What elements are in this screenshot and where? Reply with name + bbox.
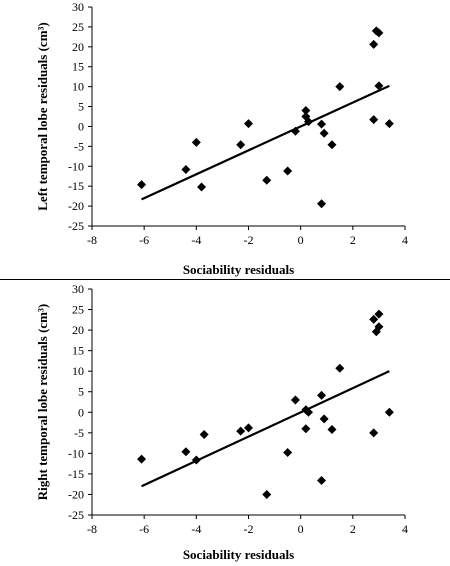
- data-point: [317, 119, 327, 129]
- data-point: [262, 489, 272, 499]
- x-tick-label: -8: [87, 522, 97, 536]
- y-tick-label: -10: [68, 446, 84, 460]
- data-point: [137, 180, 147, 190]
- y-tick-label: 10: [72, 80, 84, 94]
- data-point: [181, 447, 191, 457]
- y-tick-label: 5: [78, 100, 84, 114]
- y-tick-label: 0: [78, 119, 84, 133]
- data-point: [319, 414, 329, 424]
- x-tick-label: -6: [139, 522, 149, 536]
- x-tick-label: 0: [298, 233, 304, 247]
- data-point: [236, 426, 246, 436]
- data-point: [384, 407, 394, 417]
- data-point: [283, 166, 293, 176]
- data-point: [197, 182, 207, 192]
- x-tick-label: 2: [350, 233, 356, 247]
- x-tick-label: 2: [350, 522, 356, 536]
- y-tick-label: -20: [68, 487, 84, 501]
- y-tick-label: 15: [72, 344, 84, 358]
- data-point: [384, 119, 394, 129]
- y-tick-label: 25: [72, 303, 84, 317]
- data-point: [317, 475, 327, 485]
- y-tick-label: 20: [72, 323, 84, 337]
- data-point: [327, 425, 337, 435]
- x-tick-label: -2: [244, 522, 254, 536]
- x-tick-label: -4: [191, 522, 201, 536]
- y-tick-label: -15: [68, 179, 84, 193]
- y-tick-label: -20: [68, 199, 84, 213]
- data-point: [301, 106, 311, 116]
- y-tick-label: 5: [78, 385, 84, 399]
- data-point: [191, 455, 201, 465]
- y-tick-label: 30: [72, 0, 84, 14]
- y-tick-label: 0: [78, 405, 84, 419]
- y-tick-label: 15: [72, 60, 84, 74]
- x-tick-label: -2: [244, 233, 254, 247]
- y-tick-label: 10: [72, 364, 84, 378]
- x-tick-label: -4: [191, 233, 201, 247]
- data-point: [327, 140, 337, 150]
- data-point: [317, 390, 327, 400]
- data-point: [181, 164, 191, 174]
- x-tick-label: 0: [298, 522, 304, 536]
- trend-line: [141, 370, 390, 488]
- data-point: [290, 126, 300, 136]
- x-tick-label: -6: [139, 233, 149, 247]
- y-axis-title: Right temporal lobe residuals (cm³): [35, 304, 50, 500]
- data-point: [283, 448, 293, 458]
- data-point: [369, 39, 379, 49]
- data-point: [303, 407, 313, 417]
- data-point: [301, 424, 311, 434]
- data-point: [369, 115, 379, 125]
- data-point: [191, 137, 201, 147]
- data-point: [137, 454, 147, 464]
- data-point: [303, 117, 313, 127]
- data-point: [374, 322, 384, 332]
- data-point: [374, 309, 384, 319]
- data-point: [317, 199, 327, 209]
- y-tick-label: -5: [74, 139, 84, 153]
- x-tick-label: 4: [402, 233, 408, 247]
- trend-line: [141, 84, 390, 201]
- data-point: [335, 82, 345, 92]
- data-point: [290, 395, 300, 405]
- x-tick-label: -8: [87, 233, 97, 247]
- y-tick-label: -25: [68, 508, 84, 522]
- data-point: [244, 423, 253, 433]
- y-tick-label: -5: [74, 426, 84, 440]
- data-point: [199, 429, 209, 439]
- y-tick-label: -15: [68, 467, 84, 481]
- x-axis-title: Sociability residuals: [183, 547, 294, 562]
- y-tick-label: 20: [72, 40, 84, 54]
- data-point: [244, 119, 253, 129]
- data-point: [262, 175, 272, 185]
- panel-divider: [0, 279, 450, 280]
- y-tick-label: -25: [68, 219, 84, 233]
- data-point: [374, 28, 384, 38]
- data-point: [369, 314, 379, 324]
- data-point: [236, 140, 246, 150]
- data-point: [374, 81, 384, 91]
- y-axis-title: Left temporal lobe residuals (cm³): [35, 22, 50, 211]
- y-tick-label: -10: [68, 159, 84, 173]
- data-point: [319, 128, 329, 138]
- x-tick-label: 4: [402, 522, 408, 536]
- data-point: [369, 428, 379, 438]
- x-axis-title: Sociability residuals: [183, 262, 294, 277]
- y-tick-label: 30: [72, 282, 84, 296]
- data-point: [335, 363, 345, 373]
- y-tick-label: 25: [72, 20, 84, 34]
